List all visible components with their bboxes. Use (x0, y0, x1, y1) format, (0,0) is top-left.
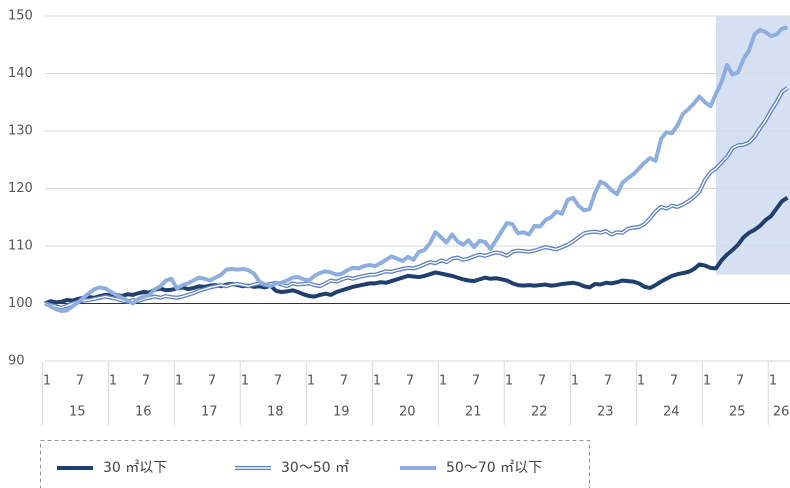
shaded-region (716, 16, 790, 275)
y-tick-label: 130 (8, 124, 33, 139)
y-tick-label: 140 (8, 66, 33, 81)
x-tick-label: 1 (439, 374, 447, 389)
x-tick-label: 7 (604, 374, 612, 389)
x-tick-label: 7 (670, 374, 678, 389)
x-tick-label: 1 (637, 374, 645, 389)
x-tick-label: 7 (76, 374, 84, 389)
year-label: 17 (201, 405, 218, 420)
legend-label: 50〜70 ㎡以下 (446, 460, 542, 476)
x-tick-label: 1 (571, 374, 579, 389)
x-tick-label: 1 (373, 374, 381, 389)
x-tick-label: 7 (406, 374, 414, 389)
series-line (44, 196, 789, 306)
year-label: 23 (597, 405, 614, 420)
x-tick-label: 7 (538, 374, 546, 389)
y-tick-label: 110 (8, 239, 33, 254)
year-label: 15 (69, 405, 86, 420)
x-tick-label: 1 (505, 374, 513, 389)
x-tick-label: 7 (472, 374, 480, 389)
year-label: 22 (531, 405, 548, 420)
x-tick-label: 1 (241, 374, 249, 389)
year-label: 20 (399, 405, 416, 420)
y-tick-label: 150 (8, 9, 33, 24)
legend-label: 30〜50 ㎡ (281, 460, 349, 476)
year-label: 18 (267, 405, 284, 420)
x-tick-label: 1 (703, 374, 711, 389)
x-tick-label: 7 (274, 374, 282, 389)
y-tick-label: 90 (8, 354, 25, 369)
y-tick-label: 120 (8, 181, 33, 196)
x-tick-label: 1 (175, 374, 183, 389)
year-label: 21 (465, 405, 482, 420)
series-line (44, 25, 788, 313)
y-tick-label: 100 (8, 296, 33, 311)
x-tick-label: 7 (736, 374, 744, 389)
legend-label: 30 ㎡以下 (103, 460, 167, 476)
x-tick-label: 7 (142, 374, 150, 389)
year-label: 26 (773, 405, 790, 420)
year-label: 25 (729, 405, 746, 420)
year-label: 24 (663, 405, 680, 420)
x-tick-label: 1 (307, 374, 315, 389)
x-tick-label: 1 (43, 374, 51, 389)
legend-box (40, 440, 590, 488)
x-tick-label: 7 (340, 374, 348, 389)
year-label: 16 (135, 405, 152, 420)
year-label: 19 (333, 405, 350, 420)
x-tick-label: 1 (769, 374, 777, 389)
x-tick-label: 1 (109, 374, 117, 389)
series-line-inner (44, 87, 788, 309)
x-tick-label: 7 (208, 374, 216, 389)
